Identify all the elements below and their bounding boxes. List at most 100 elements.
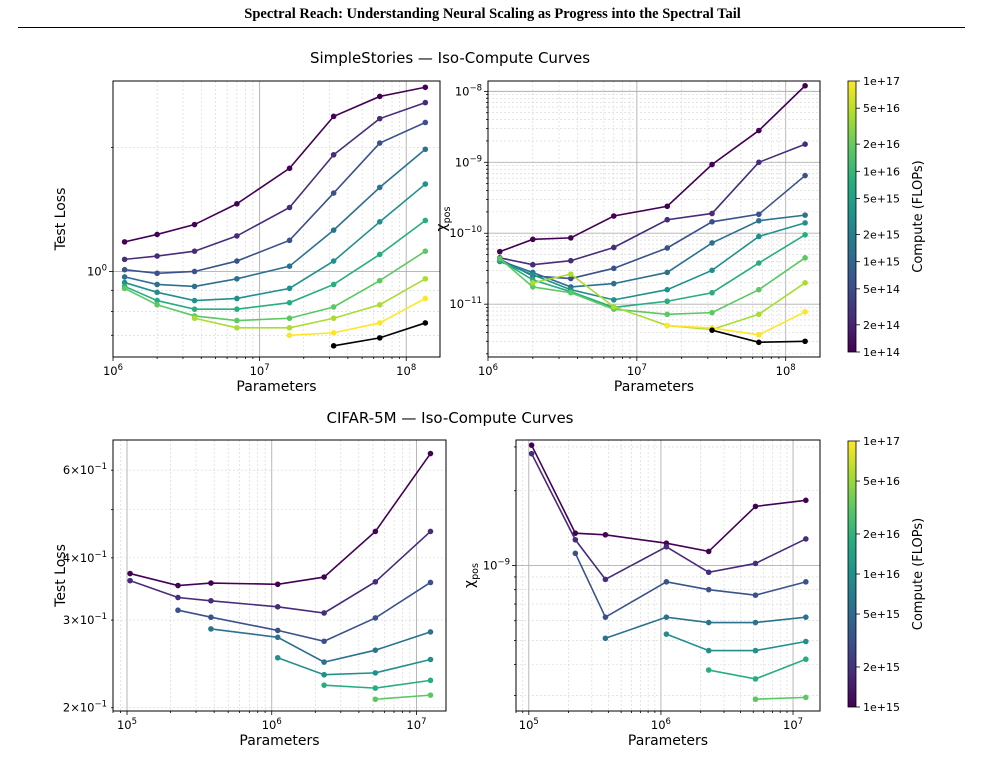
x-tick-label: 106 xyxy=(262,717,282,732)
y-tick-base: 10 xyxy=(87,264,102,278)
data-point xyxy=(756,217,762,224)
data-point xyxy=(709,289,715,296)
y-tick-exp: −11 xyxy=(464,296,482,306)
series-0 xyxy=(121,84,429,245)
series-6 xyxy=(752,694,809,703)
colorbar-label: Compute (FLOPs) xyxy=(911,160,926,272)
data-point xyxy=(234,324,240,331)
data-point xyxy=(756,127,762,134)
data-point xyxy=(610,303,617,310)
colorbar-tick-label: 5e+16 xyxy=(863,475,900,488)
data-point xyxy=(321,574,327,580)
series-line xyxy=(499,143,806,266)
series-line xyxy=(124,219,426,310)
series-line xyxy=(129,453,432,587)
data-point xyxy=(803,497,809,504)
data-point xyxy=(154,281,160,288)
data-point xyxy=(802,220,808,226)
series-3 xyxy=(121,146,429,290)
colorbar-tick-label: 1e+15 xyxy=(863,256,900,269)
data-point xyxy=(803,614,809,620)
data-point xyxy=(330,227,337,233)
data-point xyxy=(568,271,574,277)
axes-frame xyxy=(112,439,447,712)
data-point xyxy=(528,442,535,448)
data-point xyxy=(422,320,429,326)
y-axis-label-sub: pos xyxy=(442,207,453,224)
data-point xyxy=(427,450,434,457)
data-point xyxy=(709,267,715,274)
data-point xyxy=(530,280,536,286)
series-line xyxy=(124,250,426,322)
data-point xyxy=(376,140,383,146)
data-point xyxy=(286,237,293,244)
data-point xyxy=(602,576,609,583)
x-tick-label: 105 xyxy=(117,717,137,732)
data-point xyxy=(191,268,198,275)
data-point xyxy=(376,302,383,308)
data-point xyxy=(234,317,240,324)
series-0 xyxy=(496,82,808,255)
data-point xyxy=(803,694,809,701)
colorbar-tick-label: 2e+14 xyxy=(863,319,900,332)
series-line xyxy=(499,214,806,288)
x-tick-base: 10 xyxy=(262,718,277,732)
x-tick-exp: 6 xyxy=(666,717,671,727)
colorbar-tick-label: 5e+15 xyxy=(863,193,900,206)
data-point xyxy=(427,677,434,684)
data-point xyxy=(372,670,379,676)
series-9 xyxy=(330,320,429,349)
data-point xyxy=(376,184,383,191)
y-tick-label: 10−11 xyxy=(449,296,482,311)
colorbar-tick-label: 5e+16 xyxy=(863,102,900,115)
data-point xyxy=(568,289,574,296)
x-tick-exp: 7 xyxy=(798,717,803,727)
suptitle-simplestories: SimpleStories — Iso-Compute Curves xyxy=(309,49,591,67)
data-point xyxy=(376,335,383,341)
data-point xyxy=(663,579,670,585)
y-tick-label: 10−9 xyxy=(455,154,482,169)
data-point xyxy=(756,311,762,318)
data-point xyxy=(121,279,128,286)
x-tick-base: 10 xyxy=(103,364,118,378)
x-axis-label: Parameters xyxy=(239,733,319,749)
colorbar-gradient xyxy=(847,80,857,353)
data-point xyxy=(802,141,808,147)
series-4 xyxy=(274,654,434,678)
x-tick-base: 10 xyxy=(396,364,411,378)
x-axis-label: Parameters xyxy=(614,379,694,395)
data-point xyxy=(121,274,128,280)
data-point xyxy=(802,338,808,345)
series-2 xyxy=(121,119,429,277)
data-point xyxy=(372,696,379,703)
data-point xyxy=(427,528,434,535)
data-point xyxy=(568,257,574,264)
data-point xyxy=(572,536,579,543)
data-point xyxy=(568,275,574,282)
series-line xyxy=(499,85,806,253)
axes-frame xyxy=(112,80,441,358)
series-line xyxy=(124,86,426,243)
data-point xyxy=(803,579,809,585)
page-title: Spectral Reach: Understanding Neural Sca… xyxy=(244,6,741,22)
x-tick-exp: 7 xyxy=(421,717,426,727)
y-tick-exp: 0 xyxy=(102,263,107,273)
y-tick-base: 10 xyxy=(483,559,498,573)
axes-frame xyxy=(487,80,821,358)
x-tick-exp: 6 xyxy=(118,363,123,373)
colorbar-tick-label: 2e+16 xyxy=(863,528,900,541)
data-point xyxy=(422,99,429,106)
data-point xyxy=(422,84,429,91)
x-tick-base: 10 xyxy=(250,364,265,378)
data-point xyxy=(663,543,670,550)
data-point xyxy=(191,306,198,312)
data-point xyxy=(321,659,327,665)
data-point xyxy=(191,283,198,290)
x-tick-label: 107 xyxy=(250,363,270,378)
y-tick-label: 10−10 xyxy=(449,225,482,240)
series-6 xyxy=(496,255,808,318)
data-point xyxy=(572,550,579,557)
x-tick-exp: 5 xyxy=(132,717,137,727)
series-1 xyxy=(121,99,429,263)
